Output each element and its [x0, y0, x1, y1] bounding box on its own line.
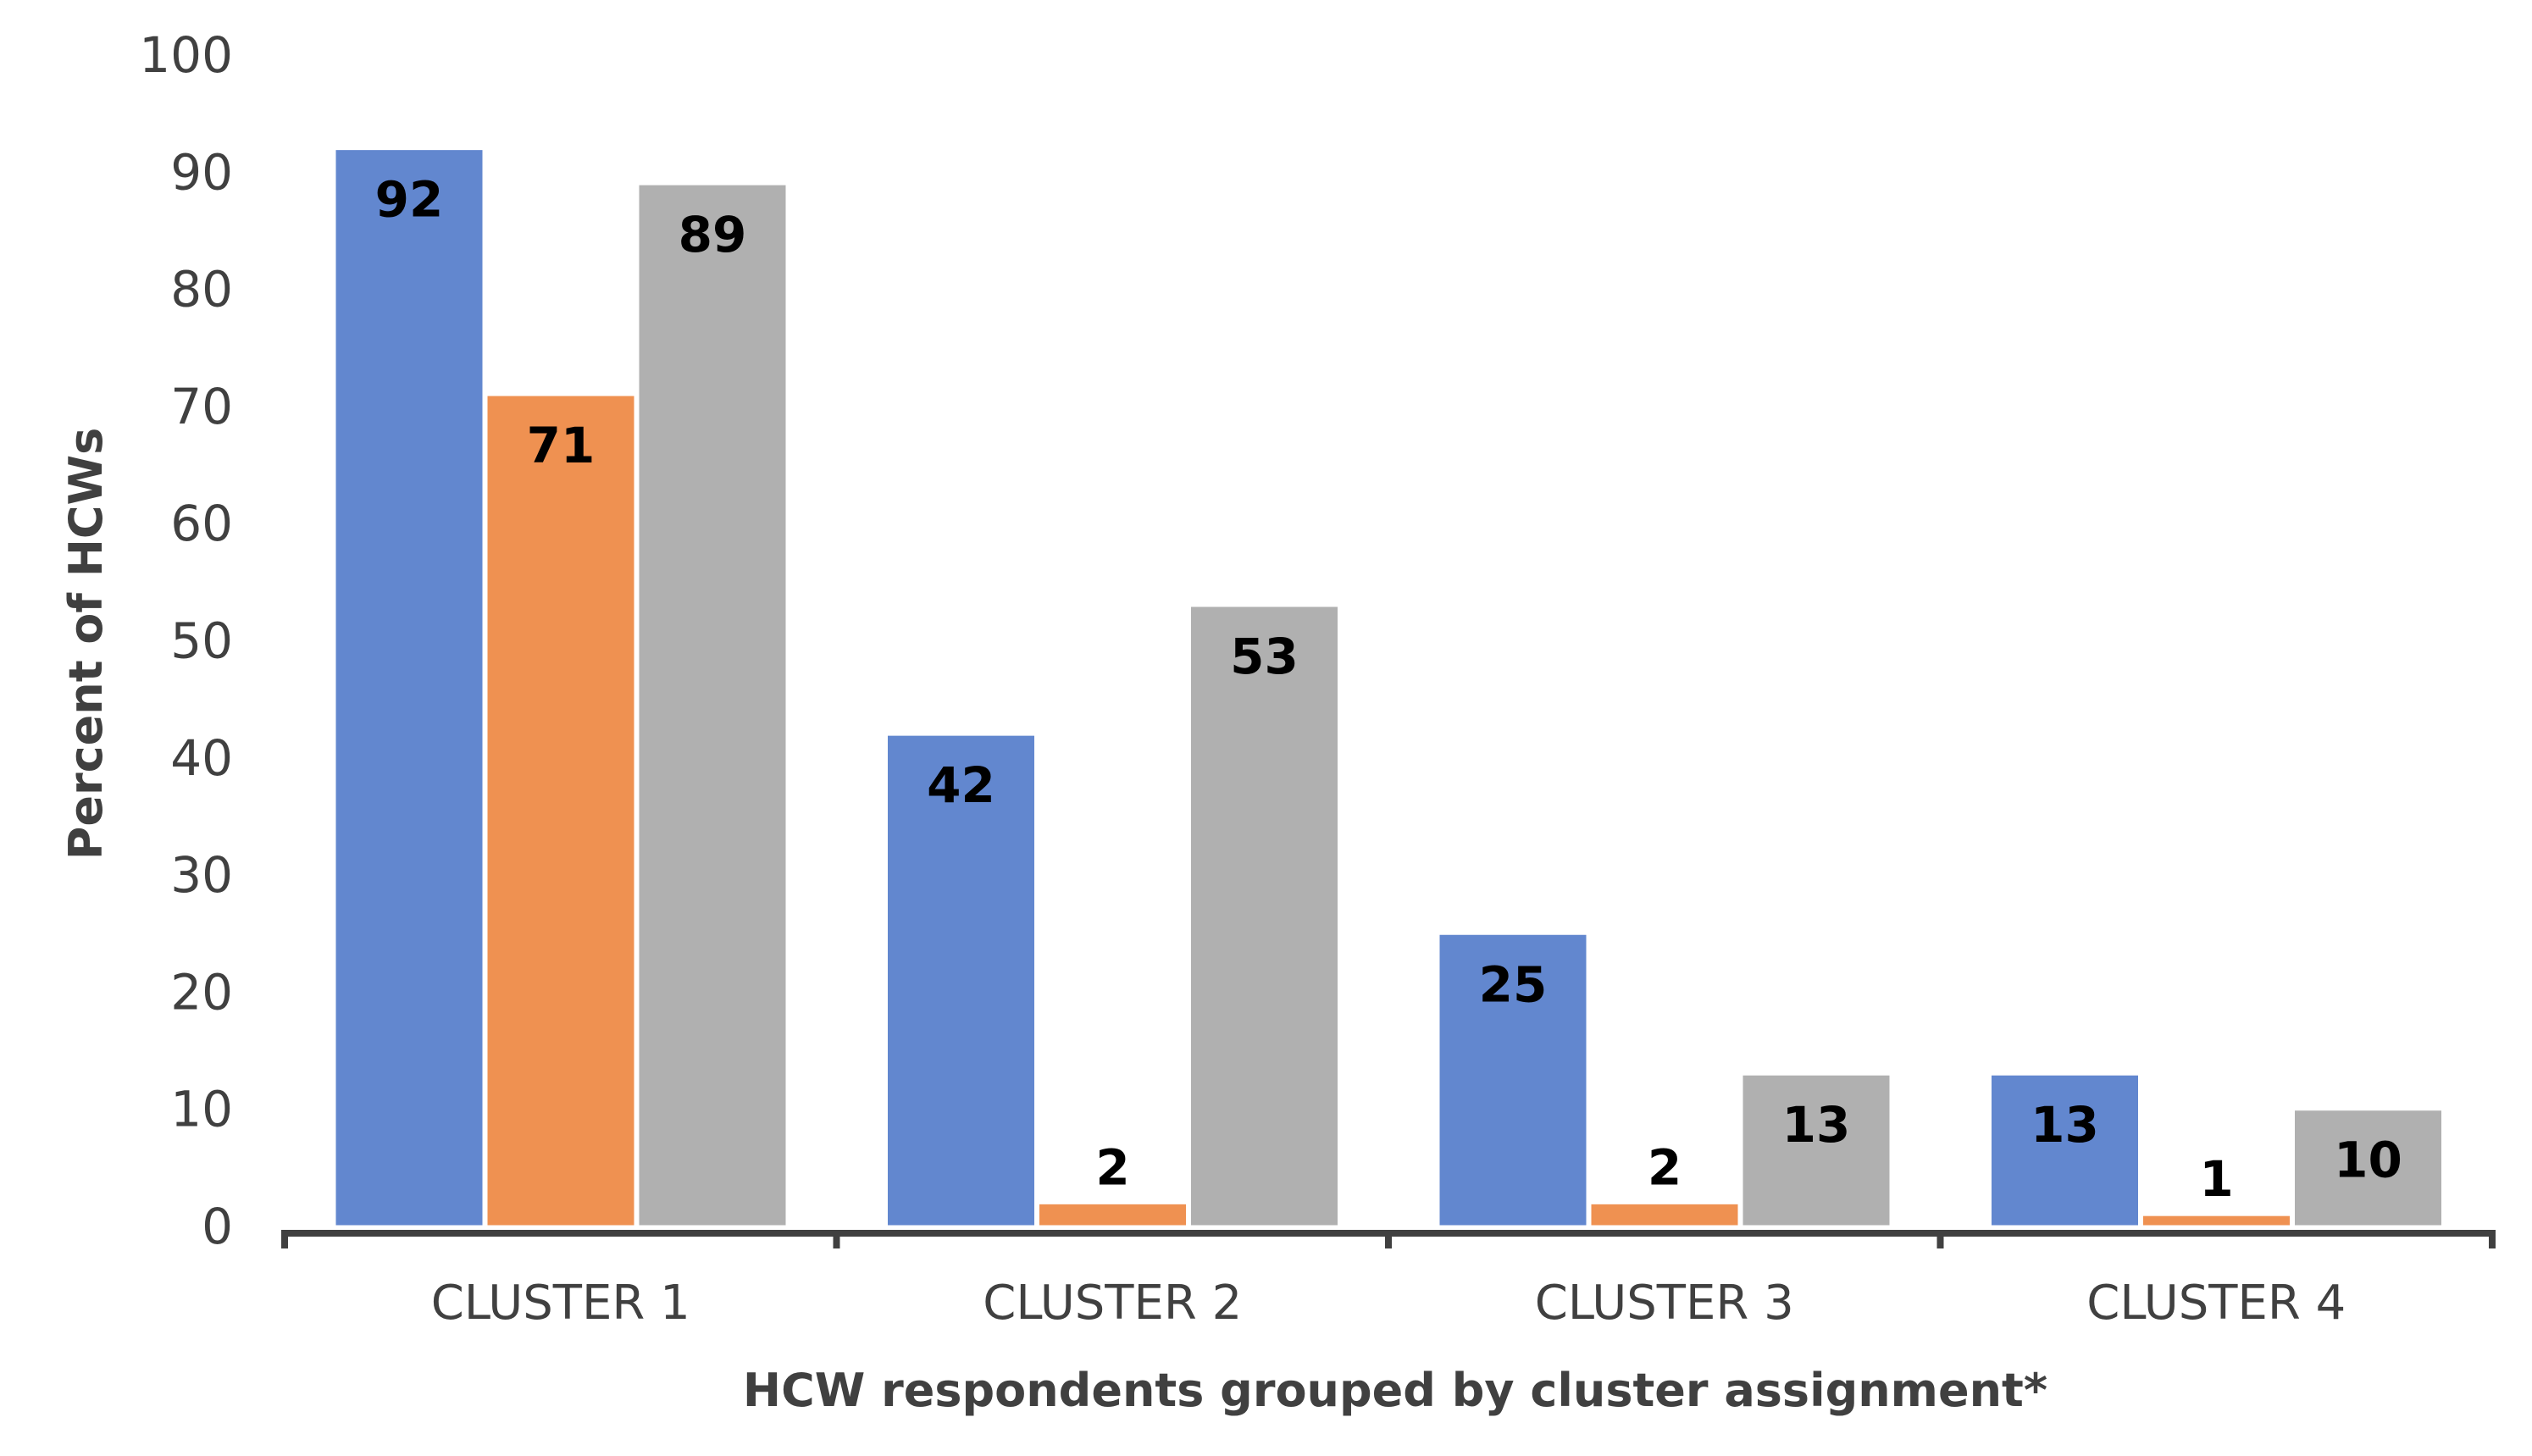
data-label: 53	[1230, 628, 1299, 685]
bar	[1188, 604, 1340, 1228]
x-axis	[281, 1230, 2496, 1248]
y-axis-tick-labels: 0 10 20 30 40 50 60 70 80 90 100	[139, 26, 233, 1255]
x-tick-label: CLUSTER 3	[1535, 1276, 1794, 1331]
x-tick-label: CLUSTER 4	[2086, 1276, 2346, 1331]
data-label: 1	[2199, 1150, 2233, 1208]
y-tick-label: 90	[170, 143, 233, 201]
bar	[885, 733, 1037, 1228]
data-label: 92	[375, 171, 444, 229]
y-tick-label: 70	[170, 378, 233, 435]
data-label: 71	[527, 417, 596, 474]
bar	[1037, 1201, 1188, 1228]
bar	[1740, 1072, 1892, 1228]
data-label: 10	[2334, 1132, 2402, 1189]
data-labels: 92 71 89 42 2 53 25 2 13 13 1 10	[375, 171, 2402, 1209]
y-tick-label: 40	[170, 729, 233, 787]
data-label: 2	[1095, 1138, 1129, 1196]
bar	[485, 393, 637, 1228]
bar	[2292, 1108, 2444, 1228]
bar	[1588, 1201, 1741, 1228]
y-tick-label: 100	[139, 26, 233, 84]
bar	[2141, 1213, 2292, 1228]
y-tick-label: 30	[170, 846, 233, 904]
bar	[1437, 932, 1589, 1228]
y-axis-title: Percent of HCWs	[59, 428, 113, 860]
y-tick-label: 50	[170, 612, 233, 670]
data-label: 89	[679, 206, 747, 263]
x-tick-label: CLUSTER 1	[431, 1276, 690, 1331]
y-tick-label: 20	[170, 963, 233, 1021]
data-label: 42	[927, 756, 995, 814]
data-label: 13	[1782, 1096, 1851, 1154]
bar-series	[333, 147, 2444, 1228]
data-label: 25	[1479, 955, 1548, 1013]
y-tick-label: 10	[170, 1081, 233, 1138]
data-label: 2	[1648, 1138, 1682, 1196]
bar	[333, 147, 485, 1228]
y-tick-label: 80	[170, 261, 233, 318]
bar	[636, 182, 789, 1228]
bar	[1989, 1072, 2141, 1228]
y-tick-label: 60	[170, 495, 233, 552]
y-tick-label: 0	[202, 1198, 233, 1255]
x-axis-tick-labels: CLUSTER 1 CLUSTER 2 CLUSTER 3 CLUSTER 4	[431, 1276, 2346, 1331]
data-label: 13	[2031, 1096, 2099, 1154]
x-axis-title: HCW respondents grouped by cluster assig…	[743, 1364, 2047, 1417]
x-tick-label: CLUSTER 2	[983, 1276, 1242, 1331]
